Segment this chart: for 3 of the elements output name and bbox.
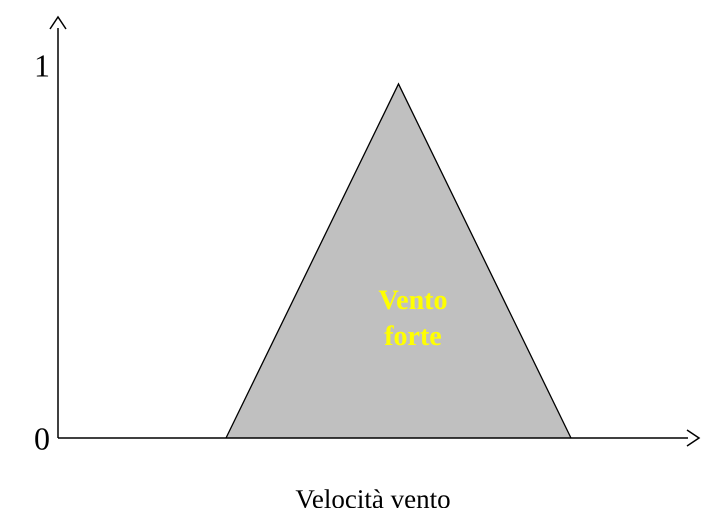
y-tick-label: 1 bbox=[34, 48, 50, 84]
y-tick-label: 0 bbox=[34, 420, 50, 456]
annotation: Vento forte bbox=[378, 284, 448, 354]
